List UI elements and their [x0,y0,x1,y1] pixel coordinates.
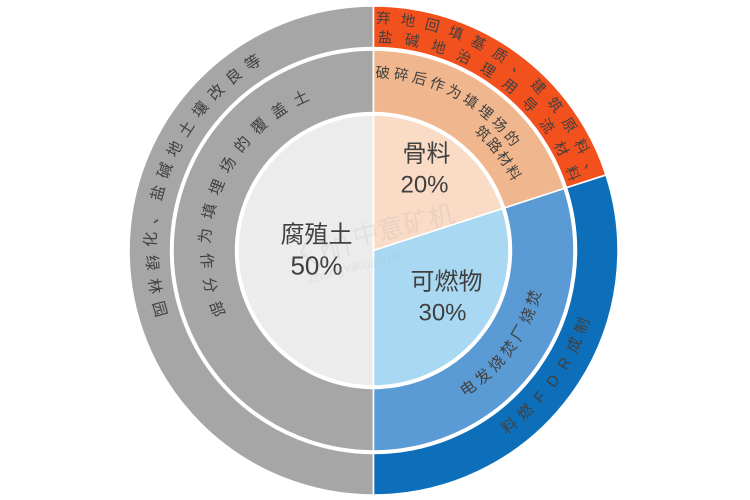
svg-text:可燃物: 可燃物 [411,269,483,296]
svg-text:20%: 20% [400,172,448,199]
svg-text:、: 、 [144,207,163,225]
svg-text:碎: 碎 [393,66,410,85]
svg-text:绿: 绿 [142,255,161,272]
svg-text:化: 化 [141,231,160,247]
svg-text:作: 作 [197,252,216,269]
svg-text:30%: 30% [418,300,466,327]
svg-text:盐: 盐 [377,29,392,47]
svg-text:地: 地 [400,12,417,31]
svg-text:骨料: 骨料 [403,141,451,168]
svg-text:为: 为 [196,227,215,244]
svg-text:弃: 弃 [376,10,391,28]
svg-text:破: 破 [375,64,390,82]
svg-text:腐殖土: 腐殖土 [281,222,353,249]
